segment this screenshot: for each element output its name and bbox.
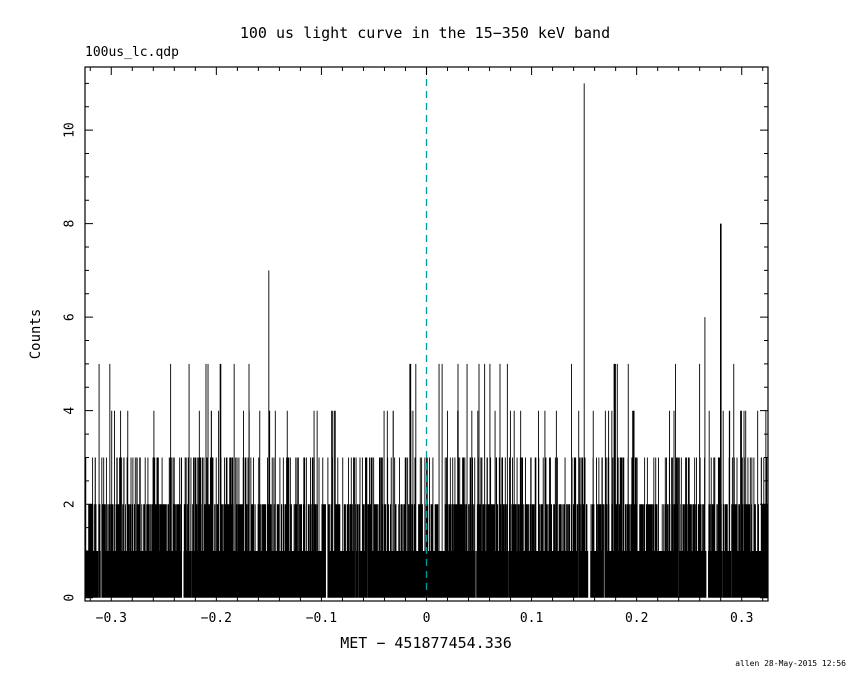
x-tick-label: −0.1	[306, 611, 337, 626]
y-tick-label: 2	[63, 500, 78, 508]
x-tick-label: 0.1	[520, 611, 543, 626]
x-tick-label: −0.2	[201, 611, 232, 626]
y-tick-label: 10	[63, 122, 78, 138]
x-tick-label: 0.2	[625, 611, 648, 626]
y-tick-label: 0	[63, 594, 78, 602]
x-tick-label: −0.3	[96, 611, 127, 626]
y-tick-label: 6	[63, 313, 78, 321]
histogram-bars	[84, 83, 769, 598]
chart-title: 100 us light curve in the 15−350 keV ban…	[239, 24, 611, 42]
x-tick-label: 0	[423, 611, 431, 626]
x-axis-label: MET − 451877454.336	[340, 634, 512, 652]
x-tick-label: 0.3	[730, 611, 753, 626]
axis-ticks	[85, 67, 768, 601]
credit-stamp: allen 28-May-2015 12:56	[735, 659, 846, 668]
y-tick-label: 8	[63, 220, 78, 228]
filename-label: 100us_lc.qdp	[85, 45, 179, 60]
y-tick-label: 4	[63, 407, 78, 415]
